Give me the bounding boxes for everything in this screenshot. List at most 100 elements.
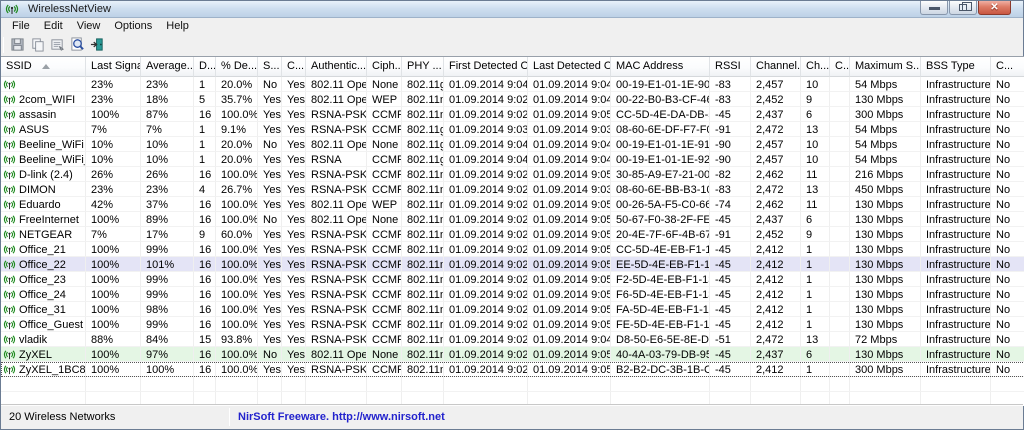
column-header-first-detected-on[interactable]: First Detected On bbox=[444, 57, 528, 77]
column-header-rssi[interactable]: RSSI bbox=[710, 57, 751, 77]
cell: No bbox=[991, 302, 1024, 317]
cell: 130 Mbps bbox=[850, 317, 921, 332]
cell: Infrastructure bbox=[921, 167, 991, 182]
column-header-mac-address[interactable]: MAC Address bbox=[611, 57, 710, 77]
cell bbox=[528, 377, 611, 392]
cell: 100.0% bbox=[216, 347, 258, 362]
table-row[interactable]: DIMON 23% 23% 4 26.7% Yes Yes RSNA-PSK CCMP 802.1… bbox=[1, 182, 1024, 197]
cell bbox=[830, 77, 850, 92]
properties-button[interactable] bbox=[47, 36, 67, 54]
column-header-s[interactable]: S... bbox=[258, 57, 282, 77]
ssid-cell: Office_31 bbox=[1, 302, 86, 317]
cell: 130 Mbps bbox=[850, 347, 921, 362]
menu-edit[interactable]: Edit bbox=[43, 20, 63, 32]
cell: 10 bbox=[801, 152, 830, 167]
cell: 7% bbox=[141, 122, 194, 137]
minimize-button[interactable] bbox=[920, 1, 948, 15]
cell: No bbox=[991, 92, 1024, 107]
table-row[interactable]: Beeline_WiFi_...10%10%120.0%YesYesRSNACC… bbox=[1, 152, 1024, 167]
cell: 802.11n bbox=[402, 272, 444, 287]
copy-button[interactable] bbox=[27, 36, 47, 54]
table-row[interactable]: D-link (2.4) 26% 26% 16 100.0% Yes Yes RSNA-PSK… bbox=[1, 167, 1024, 182]
title-bar[interactable]: WirelessNetView ✕ bbox=[1, 1, 1023, 18]
cell: -83 bbox=[710, 77, 751, 92]
cell: 802.11n bbox=[402, 257, 444, 272]
column-header-c[interactable]: C.. bbox=[830, 57, 850, 77]
column-header-phy[interactable]: PHY ... bbox=[402, 57, 444, 77]
restore-button[interactable] bbox=[949, 1, 977, 15]
column-header-bss-type[interactable]: BSS Type bbox=[921, 57, 991, 77]
exit-button[interactable] bbox=[87, 36, 107, 54]
table-row[interactable]: Office_24 100% 99% 16 100.0% Yes Yes RSNA-PSK CC… bbox=[1, 287, 1024, 302]
column-header-c[interactable]: C... bbox=[282, 57, 306, 77]
column-header-d[interactable]: D... bbox=[194, 57, 216, 77]
column-header-last-signal[interactable]: Last Signal bbox=[86, 57, 141, 77]
menu-view[interactable]: View bbox=[76, 20, 101, 32]
table-row[interactable]: Office_22 100% 101% 16 100.0% Yes Yes RSNA-PSK C… bbox=[1, 257, 1024, 272]
cell: 01.09.2014 9:04:29 bbox=[528, 137, 611, 152]
cell: No bbox=[991, 242, 1024, 257]
cell: None bbox=[367, 137, 402, 152]
ssid-cell: Eduardo bbox=[1, 197, 86, 212]
column-header-ciph[interactable]: Ciph... bbox=[367, 57, 402, 77]
cell: 130 Mbps bbox=[850, 287, 921, 302]
cell: 01.09.2014 9:05:09 bbox=[528, 287, 611, 302]
table-row[interactable]: ZyXEL_1BC8 100% 100% 16 100.0% Yes Yes RSNA-PSK… bbox=[1, 362, 1024, 377]
cell: RSNA-PSK bbox=[306, 167, 367, 182]
cell: No bbox=[991, 182, 1024, 197]
cell: Yes bbox=[258, 122, 282, 137]
cell: No bbox=[991, 287, 1024, 302]
table-row[interactable]: ASUS 7% 7% 1 9.1% Yes Yes RSNA-PSK CCMP 802.11g 01… bbox=[1, 122, 1024, 137]
column-header-c[interactable]: C... bbox=[991, 57, 1024, 77]
nirsoft-link[interactable]: NirSoft Freeware. http://www.nirsoft.net bbox=[238, 411, 445, 423]
cell: 60.0% bbox=[216, 227, 258, 242]
table-row[interactable]: FreeInternet 100% 89% 16 100.0% No Yes 802.11 O… bbox=[1, 212, 1024, 227]
menu-help[interactable]: Help bbox=[166, 20, 189, 32]
cell: CCMP bbox=[367, 287, 402, 302]
menu-file[interactable]: File bbox=[12, 20, 30, 32]
cell: Yes bbox=[282, 287, 306, 302]
cell: 23% bbox=[86, 77, 141, 92]
cell: No bbox=[991, 197, 1024, 212]
cell bbox=[830, 347, 850, 362]
table-row[interactable]: assasin 100% 87% 16 100.0% Yes Yes RSNA-PSK CCMP… bbox=[1, 107, 1024, 122]
table-row[interactable]: Office_31 100% 98% 16 100.0% Yes Yes RSNA-PSK CC… bbox=[1, 302, 1024, 317]
advanced-options-button[interactable] bbox=[67, 36, 87, 54]
cell bbox=[830, 392, 850, 406]
table-row[interactable]: NETGEAR 7% 17% 9 60.0% Yes Yes RSNA-PSK CCMP 802.… bbox=[1, 227, 1024, 242]
restore-icon bbox=[959, 2, 972, 11]
table-row[interactable]: Office_21 100% 99% 16 100.0% Yes Yes RSNA-PSK CC… bbox=[1, 242, 1024, 257]
table-row[interactable]: vladik 88% 84% 15 93.8% Yes Yes RSNA-PSK CCMP 802… bbox=[1, 332, 1024, 347]
cell: 16 bbox=[194, 302, 216, 317]
wifi-network-icon bbox=[3, 80, 16, 90]
cell bbox=[528, 392, 611, 406]
column-header-channel[interactable]: Channel... bbox=[751, 57, 801, 77]
menu-options[interactable]: Options bbox=[114, 20, 153, 32]
column-header-de[interactable]: % De... bbox=[216, 57, 258, 77]
column-header-authentic[interactable]: Authentic... bbox=[306, 57, 367, 77]
cell: 300 Mbps bbox=[850, 107, 921, 122]
column-header-ssid[interactable]: SSID bbox=[1, 57, 86, 77]
table-row[interactable]: Office_23 100% 99% 16 100.0% Yes Yes RSNA-PSK CC… bbox=[1, 272, 1024, 287]
ssid-cell bbox=[1, 77, 86, 92]
column-header-maximum-s[interactable]: Maximum S... bbox=[850, 57, 921, 77]
save-button[interactable] bbox=[7, 36, 27, 54]
cell: CCMP bbox=[367, 182, 402, 197]
cell: RSNA-PSK bbox=[306, 302, 367, 317]
column-header-average[interactable]: Average... bbox=[141, 57, 194, 77]
cell: -45 bbox=[710, 362, 751, 377]
cell: Yes bbox=[258, 197, 282, 212]
close-button[interactable]: ✕ bbox=[978, 1, 1011, 15]
table-row[interactable]: Office_Guest 100% 99% 16 100.0% Yes Yes RSNA-PS… bbox=[1, 317, 1024, 332]
cell: 802.11n bbox=[402, 317, 444, 332]
cell: 26.7% bbox=[216, 182, 258, 197]
column-header-last-detected-on[interactable]: Last Detected On bbox=[528, 57, 611, 77]
empty-row bbox=[1, 377, 1024, 392]
cell: Infrastructure bbox=[921, 182, 991, 197]
column-header-ch[interactable]: Ch... bbox=[801, 57, 830, 77]
